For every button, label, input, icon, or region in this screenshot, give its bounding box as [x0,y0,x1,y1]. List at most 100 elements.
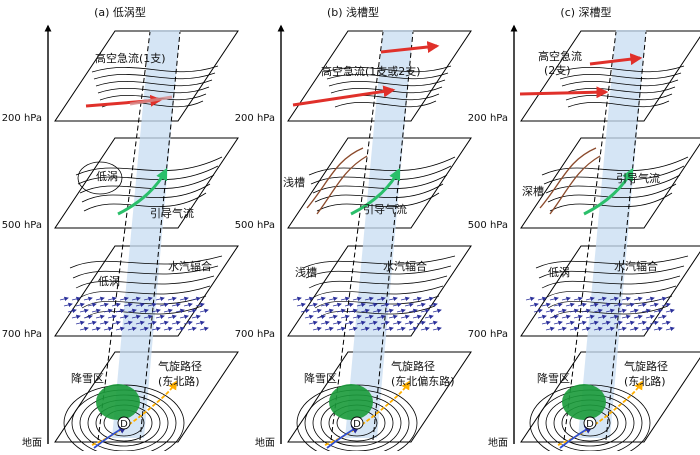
isoline [91,65,219,73]
vapor-arrow [641,326,651,332]
vapor-arrow [404,302,414,308]
trough-line [306,147,364,209]
vapor-arrow [545,326,555,332]
vapor-arrow [368,302,378,308]
vapor-arrow [308,302,318,308]
vapor-arrow [609,314,619,320]
vapor-arrow [376,296,386,302]
vapor-arrow [135,320,145,326]
trough-line-2 [316,155,368,215]
vapor-arrow [637,320,647,326]
vapor-arrow [392,320,402,326]
vapor-arrow [179,314,189,320]
mid-label-1: 深槽 [522,185,544,198]
steering-flow-arrow [583,167,634,216]
vapor-arrow [171,320,181,326]
vapor-arrow [111,320,121,326]
isoline [308,275,448,289]
level-label-1: 500 hPa [235,220,275,231]
vapor-convergence-arrows [59,296,209,332]
vapor-arrow [91,308,101,314]
low-label-2: 水汽辐合 [168,259,212,273]
vapor-arrow [577,302,587,308]
vapor-arrow [71,314,81,320]
isoline [561,79,679,87]
vapor-arrow [304,314,314,320]
layer-500-isolines [75,156,223,212]
vapor-arrow [187,326,197,332]
vapor-arrow [661,302,671,308]
vapor-arrow [155,314,165,320]
vapor-arrow [384,308,394,314]
vapor-arrow [597,296,607,302]
snow-area [562,384,606,420]
layer-700-isolines [535,255,689,319]
panel-2: 200 hPa 500 hPa 700 hPa 地面 (b) 浅槽型高空急流(1支或2支… [235,5,472,455]
jet-stream-arrow-2 [589,53,643,66]
vapor-arrow [553,302,563,308]
vapor-arrow [605,326,615,332]
isoline [549,192,673,212]
vapor-arrow [396,326,406,332]
vapor-arrow [605,308,615,314]
vapor-arrow [561,296,571,302]
vapor-arrow [75,320,85,326]
vertical-column [345,30,413,438]
level-label-3: 地面 [488,436,508,449]
ground-label-2: 气旋路径 [158,359,202,373]
vapor-arrow [107,296,117,302]
vapor-arrow [123,302,133,308]
level-label-3: 地面 [255,436,275,449]
vapor-arrow [625,320,635,326]
level-label-2: 700 hPa [2,329,42,340]
vapor-arrow [324,326,334,332]
vapor-arrow [641,308,651,314]
vapor-arrow [569,308,579,314]
mid-label-1: 低涡 [96,170,118,183]
vapor-arrow [99,302,109,308]
vapor-arrow [384,326,394,332]
ground-label-3: (东北偏东路) [391,374,455,388]
vapor-arrow [412,296,422,302]
vapor-arrow [147,320,157,326]
low-label-2: 水汽辐合 [383,259,427,273]
vertical-column [112,30,180,438]
vapor-arrow [420,308,430,314]
isoline [305,265,452,279]
vapor-convergence-arrows [525,296,675,332]
vapor-arrow [316,314,326,320]
vapor-arrow [637,302,647,308]
vapor-arrow [557,308,567,314]
vapor-arrow [597,314,607,320]
layer-700-isolines [69,255,223,319]
vapor-arrow [155,296,165,302]
vapor-arrow [645,296,655,302]
vapor-arrow [589,320,599,326]
ground-label-1: 降雪区 [304,371,337,385]
vapor-arrow [424,314,434,320]
vapor-arrow [191,314,201,320]
cyclone-center [350,416,364,430]
vapor-arrow [167,314,177,320]
panel-title: (a) 低涡型 [94,5,146,19]
cyclone-center [583,416,597,430]
cyclone-track-arrow [557,380,643,446]
vapor-arrow [171,302,181,308]
vapor-arrow [119,296,129,302]
vapor-arrow [601,320,611,326]
vapor-arrow [79,308,89,314]
vapor-arrow [352,314,362,320]
vapor-arrow [183,320,193,326]
vapor-arrow [364,296,374,302]
isoline [316,192,440,212]
vapor-arrow [296,302,306,308]
vapor-arrow [151,308,161,314]
column-edge-left [330,31,384,441]
vapor-arrow [649,320,659,326]
trough-line-2 [549,155,601,215]
vapor-arrow [581,308,591,314]
isoline [95,79,213,87]
vapor-arrow [625,302,635,308]
